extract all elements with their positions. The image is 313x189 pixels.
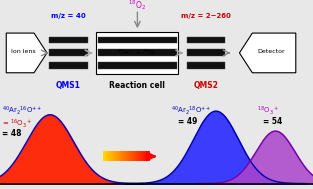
Bar xyxy=(98,62,177,69)
Text: = $^{16}$O$_3$$^+$: = $^{16}$O$_3$$^+$ xyxy=(2,117,32,130)
Bar xyxy=(187,36,225,43)
Bar xyxy=(98,50,177,56)
Text: = 48: = 48 xyxy=(2,129,21,138)
Text: QMS2: QMS2 xyxy=(194,81,219,91)
Bar xyxy=(49,50,88,56)
Polygon shape xyxy=(6,33,47,73)
Text: Ion lens: Ion lens xyxy=(11,49,36,54)
Text: Reaction cell: Reaction cell xyxy=(110,81,165,91)
Bar xyxy=(98,36,177,43)
Text: = 54: = 54 xyxy=(263,117,282,126)
Bar xyxy=(187,50,225,56)
Text: $^{18}$O$_2$: $^{18}$O$_2$ xyxy=(128,0,146,12)
Text: Detector: Detector xyxy=(257,49,285,54)
Text: $^{18}$O$_3$$^+$: $^{18}$O$_3$$^+$ xyxy=(257,105,279,117)
Text: QMS1: QMS1 xyxy=(56,81,81,91)
Text: $^{40}$Ar$^+$ + $^{18}$O$_2$: $^{40}$Ar$^+$ + $^{18}$O$_2$ xyxy=(117,48,157,58)
Text: $^{40}$Ar$_2$$^{16}$O$^{++}$: $^{40}$Ar$_2$$^{16}$O$^{++}$ xyxy=(2,105,42,117)
Text: m/z = 2~260: m/z = 2~260 xyxy=(181,13,231,19)
Bar xyxy=(49,62,88,69)
Text: $^{40}$Ar$_2$$^{18}$O$^{++}$: $^{40}$Ar$_2$$^{18}$O$^{++}$ xyxy=(171,105,211,117)
Bar xyxy=(187,62,225,69)
Polygon shape xyxy=(239,33,296,73)
Bar xyxy=(96,32,178,74)
Text: = 49: = 49 xyxy=(178,117,198,126)
Bar xyxy=(49,36,88,43)
Text: m/z = 40: m/z = 40 xyxy=(51,13,86,19)
